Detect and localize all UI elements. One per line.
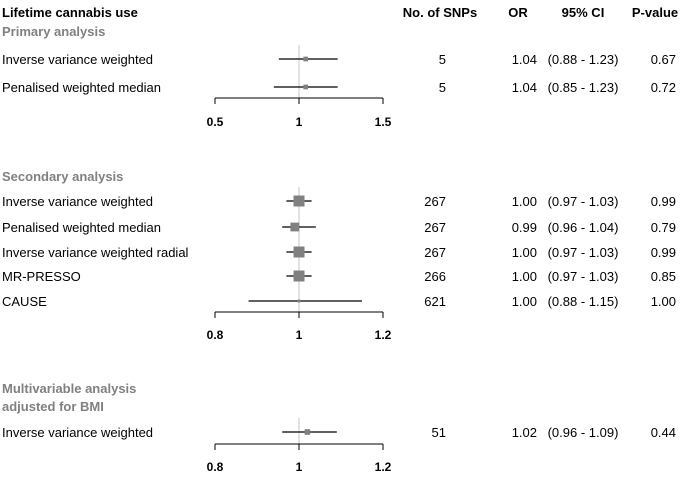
p-value: 0.44 xyxy=(651,425,676,440)
p-header: P-value xyxy=(632,5,678,20)
ci-value: (0.97 - 1.03) xyxy=(548,245,619,260)
section-title: Multivariable analysis xyxy=(2,381,136,396)
ci-value: (0.97 - 1.03) xyxy=(548,269,619,284)
snps-header: No. of SNPs xyxy=(403,5,477,20)
point-estimate xyxy=(303,56,309,62)
ci-value: (0.85 - 1.23) xyxy=(548,80,619,95)
section-title: Secondary analysis xyxy=(2,169,123,184)
method-label: MR-PRESSO xyxy=(2,269,81,284)
or-header: OR xyxy=(508,5,528,20)
method-label: Inverse variance weighted xyxy=(2,425,153,440)
method-label: Inverse variance weighted xyxy=(2,194,153,209)
ci-value: (0.96 - 1.09) xyxy=(548,425,619,440)
snps-value: 266 xyxy=(424,269,446,284)
outcome-header: Lifetime cannabis use xyxy=(2,5,138,20)
section-title: Primary analysis xyxy=(2,24,105,39)
point-estimate xyxy=(293,246,305,258)
point-estimate xyxy=(293,270,305,282)
p-value: 0.79 xyxy=(651,220,676,235)
p-value: 0.99 xyxy=(651,194,676,209)
snps-value: 267 xyxy=(424,194,446,209)
method-label: Inverse variance weighted radial xyxy=(2,245,189,260)
point-estimate xyxy=(303,84,309,90)
snps-value: 267 xyxy=(424,220,446,235)
point-estimate xyxy=(290,222,300,232)
method-label: Penalised weighted median xyxy=(2,220,161,235)
tick-label: 0.8 xyxy=(207,460,224,474)
section-title: adjusted for BMI xyxy=(2,399,104,414)
or-value: 1.04 xyxy=(512,80,537,95)
tick-label: 1 xyxy=(296,460,303,474)
or-value: 1.00 xyxy=(512,194,537,209)
tick-label: 0.8 xyxy=(207,328,224,342)
ci-value: (0.97 - 1.03) xyxy=(548,194,619,209)
tick-label: 1.2 xyxy=(375,328,392,342)
snps-value: 5 xyxy=(439,52,446,67)
p-value: 0.72 xyxy=(651,80,676,95)
ci-value: (0.88 - 1.23) xyxy=(548,52,619,67)
ci-value: (0.96 - 1.04) xyxy=(548,220,619,235)
snps-value: 621 xyxy=(424,294,446,309)
tick-label: 1.2 xyxy=(375,460,392,474)
or-value: 1.00 xyxy=(512,294,537,309)
tick-label: 1 xyxy=(296,115,303,129)
p-value: 0.99 xyxy=(651,245,676,260)
method-label: Inverse variance weighted xyxy=(2,52,153,67)
tick-label: 1 xyxy=(296,328,303,342)
or-value: 1.02 xyxy=(512,425,537,440)
p-value: 1.00 xyxy=(651,294,676,309)
snps-value: 5 xyxy=(439,80,446,95)
point-estimate xyxy=(304,429,311,435)
snps-value: 51 xyxy=(432,425,446,440)
or-value: 1.04 xyxy=(512,52,537,67)
p-value: 0.67 xyxy=(651,52,676,67)
method-label: Penalised weighted median xyxy=(2,80,161,95)
or-value: 1.00 xyxy=(512,245,537,260)
or-value: 1.00 xyxy=(512,269,537,284)
ci-value: (0.88 - 1.15) xyxy=(548,294,619,309)
ci-header: 95% CI xyxy=(562,5,605,20)
p-value: 0.85 xyxy=(651,269,676,284)
method-label: CAUSE xyxy=(2,294,47,309)
tick-label: 1.5 xyxy=(375,115,392,129)
point-estimate xyxy=(293,195,305,207)
snps-value: 267 xyxy=(424,245,446,260)
or-value: 0.99 xyxy=(512,220,537,235)
point-estimate xyxy=(297,299,301,303)
tick-label: 0.5 xyxy=(207,115,224,129)
